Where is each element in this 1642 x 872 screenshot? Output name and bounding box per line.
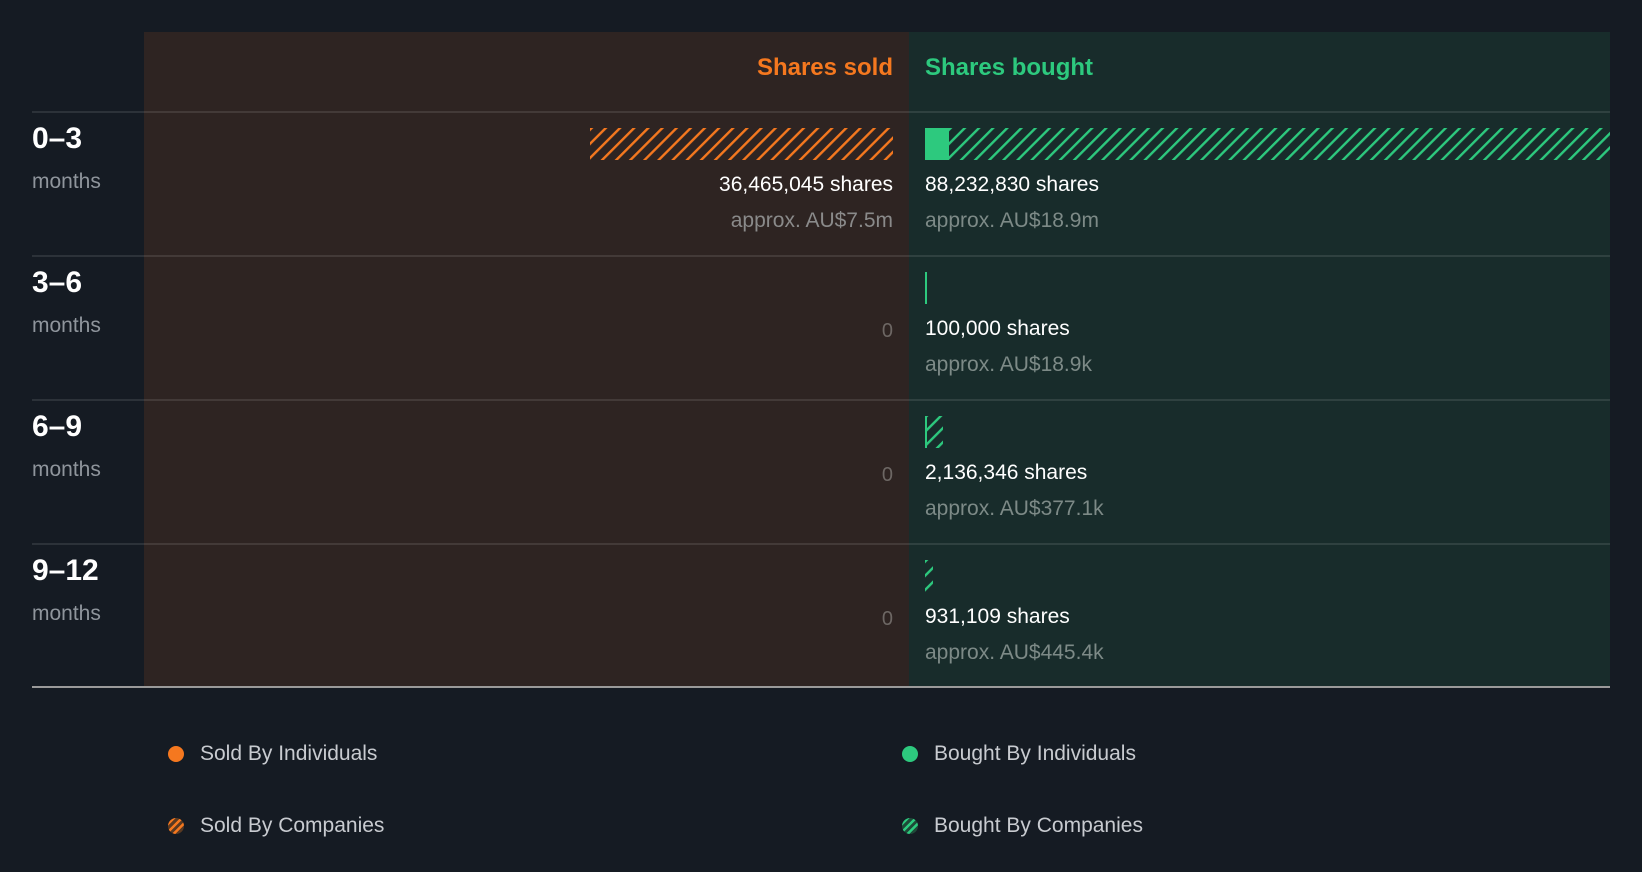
period-row-0-3: 0–3 months 36,465,045 shares approx. AU$…	[0, 112, 1642, 256]
bought-shares-value: 88,232,830 shares	[925, 173, 1099, 196]
period-row-9-12: 9–12 months 0 931,109 shares approx. AU$…	[0, 544, 1642, 688]
chart-axis-line	[32, 686, 1610, 688]
green-hatched-dot-icon	[902, 818, 918, 834]
row-divider	[32, 399, 1610, 401]
bought-by-companies-bar[interactable]	[949, 128, 1610, 160]
sold-zero-value: 0	[881, 320, 893, 342]
bought-by-companies-bar[interactable]	[925, 416, 943, 448]
bought-approx-value: approx. AU$377.1k	[925, 497, 1104, 520]
row-divider	[32, 255, 1610, 257]
period-unit: months	[32, 602, 101, 625]
orange-hatched-dot-icon	[168, 818, 184, 834]
legend-label: Bought By Individuals	[934, 742, 1136, 765]
green-dot-icon	[902, 746, 918, 762]
sold-approx-value: approx. AU$7.5m	[730, 209, 893, 232]
bought-shares-value: 100,000 shares	[925, 317, 1070, 340]
period-unit: months	[32, 458, 101, 481]
bought-by-individuals-bar[interactable]	[925, 128, 949, 160]
legend-sold-by-individuals[interactable]: Sold By Individuals	[168, 742, 377, 766]
legend-label: Sold By Companies	[200, 814, 385, 837]
sold-shares-value: 36,465,045 shares	[719, 173, 893, 196]
legend-label: Bought By Companies	[934, 814, 1143, 837]
shares-sold-header: Shares sold	[756, 54, 893, 81]
row-divider	[32, 543, 1610, 545]
period-label: 3–6	[32, 266, 83, 299]
bought-approx-value: approx. AU$445.4k	[925, 641, 1104, 664]
orange-dot-icon	[168, 746, 184, 762]
period-row-6-9: 6–9 months 0 2,136,346 shares approx. AU…	[0, 400, 1642, 544]
sold-by-companies-bar[interactable]	[590, 128, 893, 160]
bought-shares-value: 2,136,346 shares	[925, 461, 1088, 484]
legend-bought-by-individuals[interactable]: Bought By Individuals	[902, 742, 1136, 766]
period-label: 6–9	[32, 410, 83, 443]
legend-sold-by-companies[interactable]: Sold By Companies	[168, 814, 384, 838]
bought-shares-value: 931,109 shares	[925, 605, 1070, 628]
period-label: 0–3	[32, 122, 83, 155]
row-divider	[32, 111, 1610, 113]
shares-bought-header: Shares bought	[925, 54, 1094, 81]
period-row-3-6: 3–6 months 0 100,000 shares approx. AU$1…	[0, 256, 1642, 400]
bought-by-companies-bar[interactable]	[925, 560, 933, 592]
sold-zero-value: 0	[881, 608, 893, 630]
bought-approx-value: approx. AU$18.9k	[925, 353, 1092, 376]
period-label: 9–12	[32, 554, 99, 587]
period-unit: months	[32, 170, 101, 193]
sold-zero-value: 0	[881, 464, 893, 486]
legend-label: Sold By Individuals	[200, 742, 378, 765]
period-unit: months	[32, 314, 101, 337]
legend-bought-by-companies[interactable]: Bought By Companies	[902, 814, 1143, 838]
bought-by-individuals-bar[interactable]	[925, 272, 927, 304]
bought-approx-value: approx. AU$18.9m	[925, 209, 1099, 232]
